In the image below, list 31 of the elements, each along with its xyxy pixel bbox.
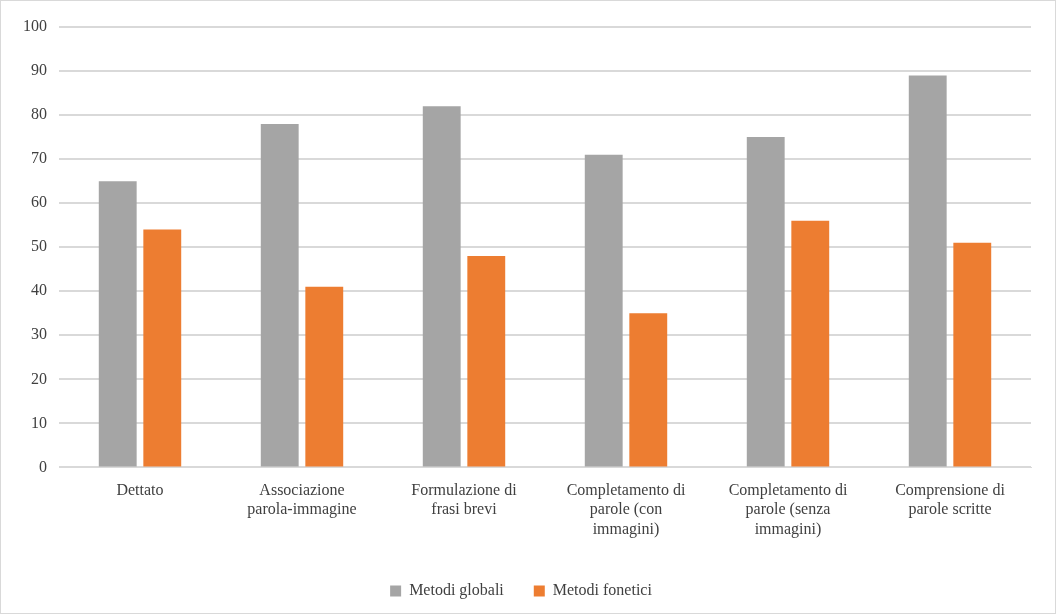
y-tick-label: 60 xyxy=(31,193,47,211)
y-tick-label: 70 xyxy=(31,149,47,167)
x-tick-label: Comprensione di parole scritte xyxy=(895,481,1006,519)
bar xyxy=(422,106,461,467)
bar xyxy=(584,154,623,467)
bar xyxy=(143,229,182,467)
x-tick-label: Formulazione di frasi brevi xyxy=(411,481,518,518)
bar xyxy=(260,123,299,467)
legend-label: Metodi globali xyxy=(409,581,505,600)
y-tick-label: 40 xyxy=(31,281,47,299)
bar xyxy=(908,75,947,467)
y-tick-label: 100 xyxy=(23,17,47,35)
x-tick-label: Associazione parola-immagine xyxy=(247,481,357,519)
y-tick-label: 80 xyxy=(31,105,47,123)
legend-label: Metodi fonetici xyxy=(552,581,653,599)
bar xyxy=(305,286,344,467)
bar xyxy=(629,313,668,467)
bar xyxy=(746,137,785,467)
bar xyxy=(791,220,830,467)
y-tick-label: 0 xyxy=(39,457,47,475)
bar xyxy=(98,181,137,467)
x-tick-label: Completamento di parole (con immagini) xyxy=(566,481,686,538)
y-tick-label: 90 xyxy=(31,61,47,79)
bar xyxy=(953,242,992,467)
bar xyxy=(467,256,506,467)
y-tick-label: 30 xyxy=(31,325,47,343)
y-tick-label: 50 xyxy=(31,237,47,255)
y-tick-label: 10 xyxy=(31,413,47,431)
y-tick-label: 20 xyxy=(31,369,47,387)
x-tick-label: Dettato xyxy=(116,481,164,499)
x-tick-label: Completamento di parole (senza immagini) xyxy=(728,481,848,538)
